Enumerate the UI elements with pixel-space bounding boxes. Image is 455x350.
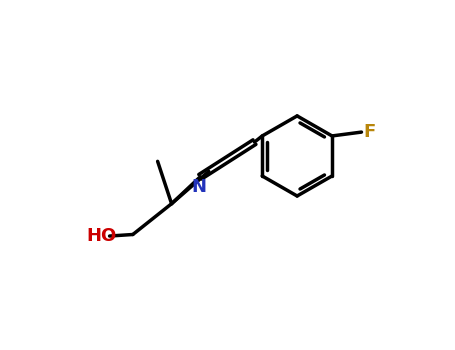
Text: N: N: [191, 178, 206, 196]
Text: HO: HO: [86, 227, 116, 245]
Text: F: F: [364, 123, 376, 141]
